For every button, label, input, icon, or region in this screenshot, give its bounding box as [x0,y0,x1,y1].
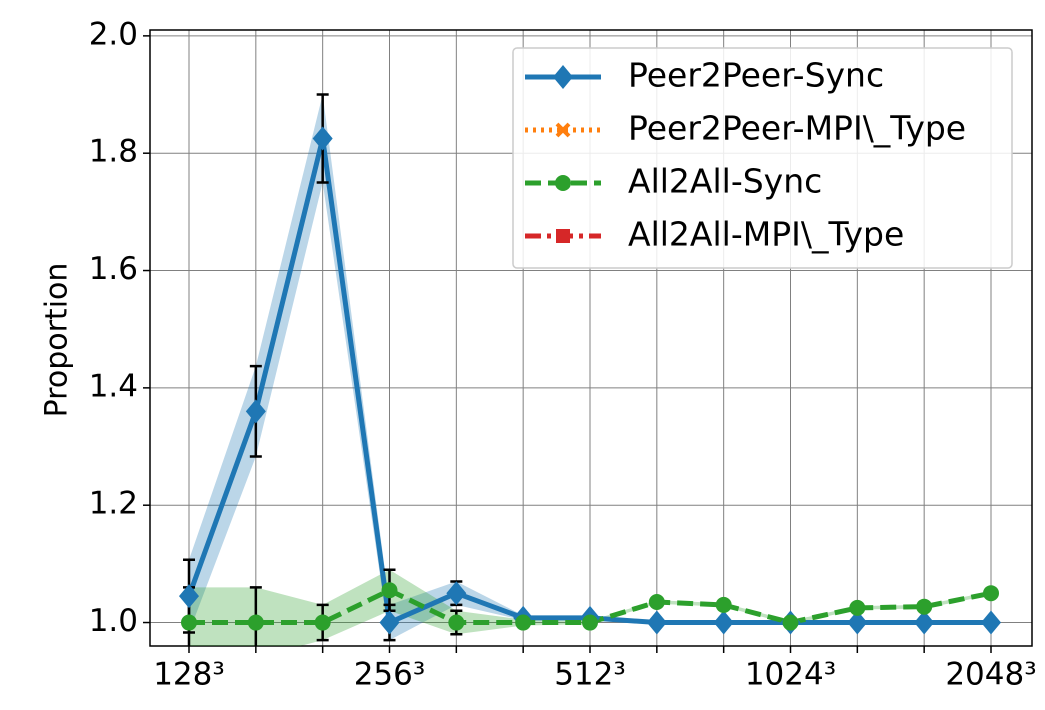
plot [179,93,1001,646]
marker [715,596,732,613]
marker [782,614,799,631]
y-tick-label: 1.8 [89,134,138,170]
legend-box [512,47,1013,269]
x-tick-label: 512³ [554,657,626,693]
marker [247,614,264,631]
plot-frame [149,29,1033,647]
x-tick-label: 128³ [153,657,225,693]
marker [181,614,197,631]
y-tick-label: 1.2 [89,486,138,522]
y-tick-label: 1.4 [89,368,138,404]
marker [553,65,573,89]
marker [448,614,465,631]
marker [646,610,667,635]
marker [556,229,570,243]
marker [713,610,734,635]
y-axis-label: Proportion [40,263,75,418]
marker [312,126,333,151]
marker [245,399,266,424]
marker [515,614,532,631]
marker [916,598,933,615]
y-tick-label: 1.0 [89,603,138,639]
marker [847,610,868,635]
marker [555,175,571,191]
legend-label: Peer2Peer-MPI\_Type [628,109,966,148]
y-tick-label: 1.6 [89,251,138,287]
marker [648,594,665,610]
legend-label: Peer2Peer-Sync [628,56,884,95]
marker [981,610,1001,635]
legend-label: All2All-Sync [628,162,822,201]
x-tick-label: 1024³ [745,657,836,693]
marker [379,610,400,635]
y-tick-label: 2.0 [89,16,138,52]
x-tick-label: 2048³ [945,657,1036,693]
marker [914,610,935,635]
marker [381,582,398,599]
marker [314,614,331,631]
marker [983,585,999,602]
legend: Peer2Peer-Sync Peer2Peer-MPI\_Type All2All… [512,47,1013,269]
marker [582,614,598,631]
legend-label: All2All-MPI\_Type [628,215,904,254]
marker [555,122,571,138]
marker [179,584,199,609]
marker [849,599,866,616]
x-tick-label: 256³ [354,657,426,693]
marker [446,581,467,606]
